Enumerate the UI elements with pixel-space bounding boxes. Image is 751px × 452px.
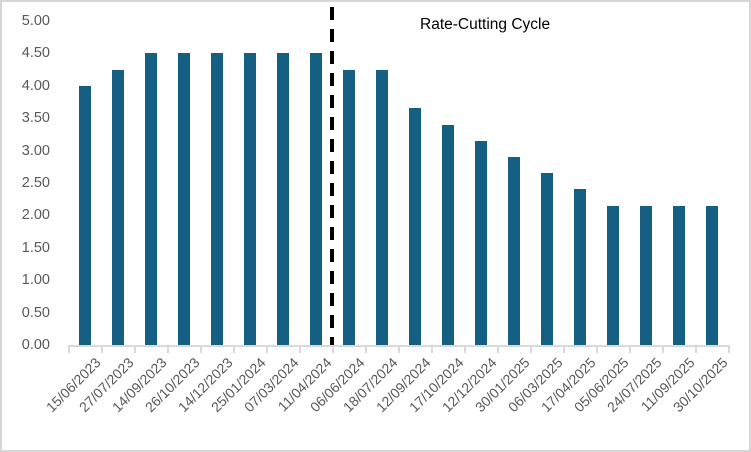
x-axis-tick (464, 345, 466, 353)
x-axis-tick (398, 345, 400, 353)
bar (672, 205, 685, 345)
y-tick-label: 2.00 (21, 207, 50, 224)
x-axis-tick (431, 345, 433, 353)
x-axis-tick (662, 345, 664, 353)
x-axis-tick (68, 345, 70, 353)
bar (705, 205, 718, 345)
x-axis-tick (299, 345, 301, 353)
x-axis-tick (728, 345, 730, 353)
x-axis-tick (200, 345, 202, 353)
bar (111, 69, 124, 345)
annotation-rate-cutting-cycle: Rate-Cutting Cycle (420, 16, 551, 33)
bar (210, 53, 223, 345)
bar (573, 189, 586, 345)
x-axis-tick (233, 345, 235, 353)
x-axis-tick (332, 345, 334, 353)
bar (309, 53, 322, 345)
x-axis-tick (134, 345, 136, 353)
bar (606, 205, 619, 345)
y-tick-label: 0.00 (21, 337, 50, 353)
x-axis-tick (596, 345, 598, 353)
y-tick-label: 0.50 (21, 304, 50, 321)
y-tick-label: 3.00 (21, 142, 50, 159)
y-tick-label: 1.50 (21, 239, 50, 256)
y-tick-label: 3.50 (21, 110, 50, 127)
x-axis-tick (695, 345, 697, 353)
x-axis-tick (266, 345, 268, 353)
x-axis-tick (365, 345, 367, 353)
y-tick-label: 5.00 (21, 13, 50, 29)
bar (243, 53, 256, 345)
bar (408, 108, 421, 345)
x-axis-tick (530, 345, 532, 353)
bar (78, 85, 91, 345)
bar (474, 140, 487, 345)
bar (144, 53, 157, 345)
y-tick-label: 1.00 (21, 272, 50, 289)
bar (276, 53, 289, 345)
y-tick-label: 4.00 (21, 77, 50, 94)
x-axis-tick (167, 345, 169, 353)
bar (639, 205, 652, 345)
bar (441, 124, 454, 345)
x-axis-tick (497, 345, 499, 353)
bar (375, 69, 388, 345)
divider-dashed-line (330, 7, 334, 347)
bar (507, 157, 520, 345)
y-tick-label: 2.50 (21, 175, 50, 191)
bar (540, 173, 553, 345)
bar (177, 53, 190, 345)
y-tick-label: 4.50 (21, 45, 50, 62)
bar (342, 69, 355, 345)
x-axis-tick (563, 345, 565, 353)
x-axis-tick (629, 345, 631, 353)
x-axis-tick (101, 345, 103, 353)
